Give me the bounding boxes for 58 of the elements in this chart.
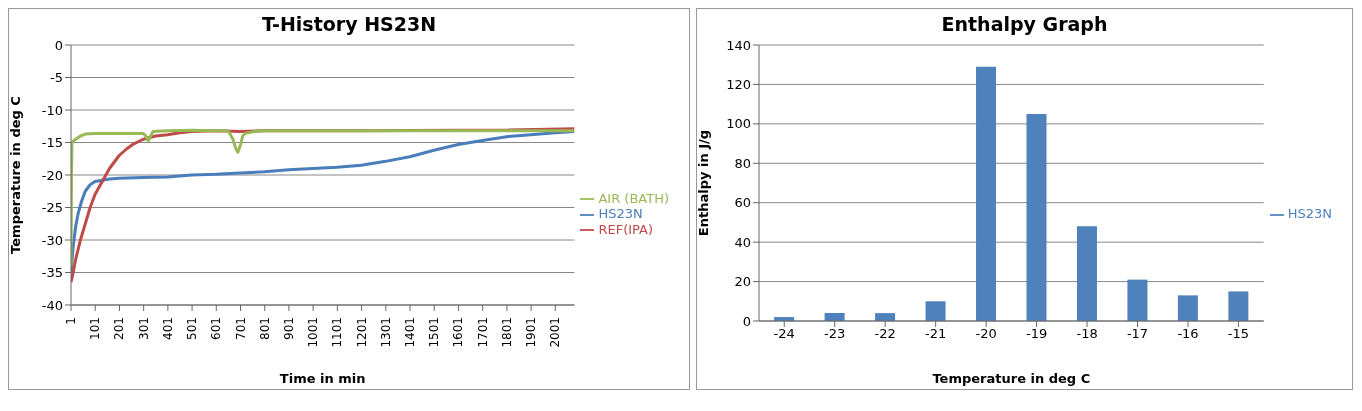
x-tick-label: -21 [925, 326, 947, 342]
y-tick-label: 60 [734, 195, 751, 211]
x-tick-label: 1001 [306, 317, 321, 348]
x-tick-label: -16 [1177, 326, 1199, 342]
y-tick-label: -5 [50, 70, 63, 86]
x-tick-label: 501 [185, 317, 200, 340]
legend-label: HS23N [598, 206, 643, 222]
x-tick-label: 901 [281, 317, 296, 340]
x-tick-label: 1101 [330, 317, 345, 348]
x-tick-label: 1301 [378, 317, 393, 348]
x-tick-label: 1 [64, 317, 78, 325]
x-tick-label: -18 [1076, 326, 1098, 342]
y-axis-title: Enthalpy in J/g [695, 129, 711, 237]
y-tick-label: -35 [41, 265, 63, 281]
x-tick-label: 1201 [354, 317, 369, 348]
y-tick-label: 80 [734, 155, 751, 171]
legend-label: REF(IPA) [598, 221, 654, 237]
x-tick-label: 301 [136, 317, 151, 340]
chart-title: T-History HS23N [260, 13, 438, 35]
y-tick-label: -40 [41, 297, 63, 313]
x-tick-label: 201 [112, 317, 127, 340]
x-tick-label: 1401 [403, 317, 418, 348]
y-tick-label: 20 [734, 274, 751, 290]
y-tick-label: -30 [41, 232, 63, 248]
x-tick-label: -22 [874, 326, 896, 342]
y-tick-label: 0 [54, 37, 63, 53]
y-tick-label: -10 [41, 102, 63, 118]
x-tick-label: -15 [1227, 326, 1250, 342]
y-tick-label: 0 [742, 313, 751, 329]
x-axis-title: Temperature in deg C [932, 371, 1091, 386]
x-tick-label: 601 [209, 317, 224, 340]
x-tick-label: -24 [773, 326, 795, 342]
x-tick-label: 1801 [499, 317, 514, 348]
y-tick-label: 40 [734, 234, 751, 250]
x-tick-label: -20 [975, 326, 997, 342]
x-tick-label: 801 [257, 317, 272, 340]
legend-label: HS23N [1287, 206, 1332, 222]
x-tick-label: 1701 [475, 317, 490, 348]
x-tick-label: -19 [1025, 326, 1048, 342]
x-tick-label: 101 [88, 317, 103, 340]
x-tick-label: -17 [1126, 326, 1149, 342]
y-axis-title: Temperature in deg C [7, 96, 23, 254]
chart-title: Enthalpy Graph [940, 13, 1109, 35]
y-tick-label: -20 [41, 167, 63, 183]
y-tick-label: 120 [726, 77, 751, 93]
x-tick-label: 701 [233, 317, 248, 340]
legend-label: AIR (BATH) [598, 190, 669, 206]
x-axis-title: Time in min [279, 371, 366, 386]
y-tick-label: -15 [41, 135, 63, 151]
y-tick-label: -25 [41, 200, 63, 216]
x-tick-label: 401 [160, 317, 175, 340]
x-tick-label: 2001 [548, 317, 563, 348]
y-tick-label: 140 [726, 37, 751, 53]
x-tick-label: 1901 [524, 317, 539, 348]
x-tick-label: 1501 [427, 317, 442, 348]
y-tick-label: 100 [726, 116, 751, 132]
x-tick-label: 1601 [451, 317, 466, 348]
x-tick-label: -23 [824, 326, 846, 342]
